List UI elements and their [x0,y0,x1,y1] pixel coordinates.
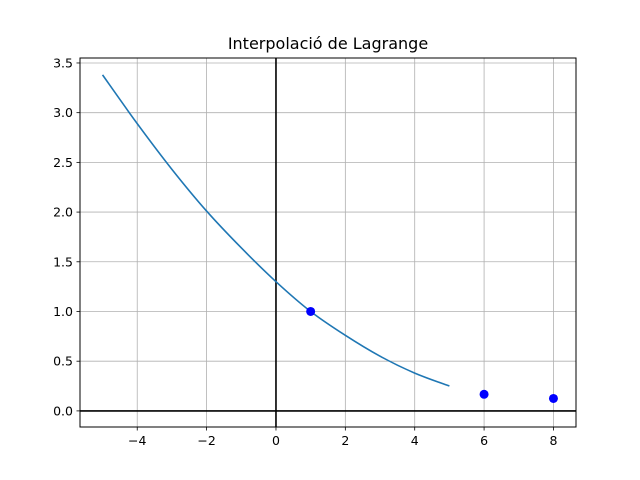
x-tick-label: 4 [411,433,419,448]
y-tick-label: 0.5 [53,354,73,369]
plot-frame [79,57,577,428]
x-tick-label: −2 [197,433,215,448]
chart-title: Interpolació de Lagrange [228,34,428,53]
data-point [548,393,558,403]
series-group [101,74,558,403]
y-tick-label: 2.0 [53,205,73,220]
data-point [306,306,316,316]
y-tick-label: 2.5 [53,155,73,170]
y-tick-label: 1.5 [53,254,73,269]
x-tick-label: 8 [549,433,557,448]
y-tick-label: 0.0 [53,403,73,418]
y-tick-label: 1.0 [53,304,73,319]
axis-ticks: −4 −2 0 2 4 6 8 0.0 0.5 1.0 1.5 2.0 2.5 3.0 3.5 [53,55,557,448]
data-point [479,389,489,399]
x-tick-label: 6 [480,433,488,448]
y-tick-label: 3.5 [53,55,73,70]
x-tick-label: 0 [272,433,280,448]
interpolation-curve [101,74,450,387]
zero-axis-lines [80,58,576,427]
y-tick-label: 3.0 [53,105,73,120]
x-tick-label: 2 [341,433,349,448]
x-tick-label: −4 [128,433,146,448]
grid [80,58,576,427]
